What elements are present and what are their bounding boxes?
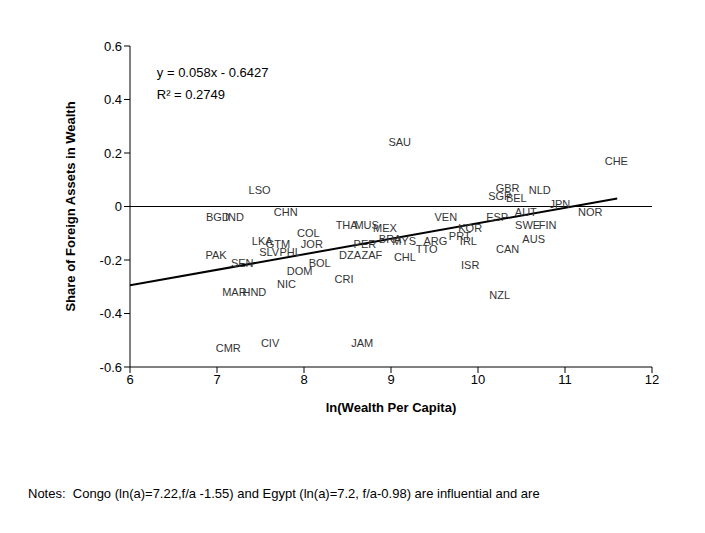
svg-text:CIV: CIV bbox=[261, 337, 280, 349]
svg-text:IRL: IRL bbox=[460, 235, 477, 247]
svg-text:SAU: SAU bbox=[388, 136, 411, 148]
svg-text:CHN: CHN bbox=[274, 206, 298, 218]
svg-text:VEN: VEN bbox=[434, 211, 457, 223]
svg-text:JPN: JPN bbox=[549, 198, 570, 210]
svg-text:PHL: PHL bbox=[279, 246, 301, 258]
svg-text:CHE: CHE bbox=[605, 155, 628, 167]
svg-text:ISR: ISR bbox=[461, 259, 479, 271]
svg-text:SEN: SEN bbox=[231, 257, 254, 269]
svg-text:PAK: PAK bbox=[206, 249, 228, 261]
svg-text:SGP: SGP bbox=[488, 189, 512, 202]
svg-text:MEX: MEX bbox=[373, 221, 397, 234]
svg-text:11: 11 bbox=[558, 372, 572, 387]
svg-text:ZAF: ZAF bbox=[361, 249, 382, 261]
svg-text:-0.6: -0.6 bbox=[100, 360, 122, 375]
svg-text:DZA: DZA bbox=[339, 249, 362, 261]
svg-text:FIN: FIN bbox=[539, 219, 557, 231]
svg-text:7: 7 bbox=[213, 372, 220, 387]
svg-text:MUS: MUS bbox=[354, 219, 379, 232]
svg-text:MAR: MAR bbox=[222, 286, 247, 299]
svg-text:ARG: ARG bbox=[423, 235, 448, 248]
svg-text:8: 8 bbox=[300, 372, 307, 387]
svg-text:LSO: LSO bbox=[249, 184, 271, 196]
svg-text:NLD: NLD bbox=[529, 184, 551, 196]
svg-text:BOL: BOL bbox=[308, 256, 331, 269]
svg-text:NOR: NOR bbox=[578, 206, 603, 218]
svg-text:BGD: BGD bbox=[205, 211, 230, 224]
svg-text:R² = 0.2749: R² = 0.2749 bbox=[157, 87, 225, 102]
svg-text:IND: IND bbox=[225, 211, 244, 223]
svg-text:GBR: GBR bbox=[495, 181, 520, 194]
svg-text:9: 9 bbox=[387, 372, 394, 387]
svg-text:NZL: NZL bbox=[489, 289, 510, 301]
svg-text:COL: COL bbox=[297, 227, 320, 240]
svg-text:BRA: BRA bbox=[378, 232, 402, 245]
svg-text:ESP: ESP bbox=[486, 211, 508, 223]
svg-text:PER: PER bbox=[353, 237, 377, 250]
svg-text:LKA: LKA bbox=[251, 235, 273, 248]
svg-text:JOR: JOR bbox=[301, 238, 323, 250]
svg-text:NIC: NIC bbox=[277, 278, 296, 290]
svg-text:6: 6 bbox=[126, 372, 133, 387]
svg-text:ln(Wealth Per Capita): ln(Wealth Per Capita) bbox=[326, 400, 457, 415]
svg-text:0: 0 bbox=[115, 199, 122, 214]
svg-text:TTO: TTO bbox=[416, 243, 438, 255]
svg-text:CMR: CMR bbox=[216, 342, 241, 354]
svg-text:0.6: 0.6 bbox=[104, 39, 122, 54]
svg-text:Share of Foreign Assets in Wea: Share of Foreign Assets in Wealth bbox=[63, 101, 78, 311]
svg-text:BEL: BEL bbox=[506, 192, 527, 204]
svg-text:KOR: KOR bbox=[458, 221, 483, 234]
svg-text:SLV: SLV bbox=[259, 246, 280, 258]
svg-text:0.2: 0.2 bbox=[104, 146, 122, 161]
svg-text:CAN: CAN bbox=[496, 243, 519, 255]
svg-text:0.4: 0.4 bbox=[104, 92, 122, 107]
svg-text:MYS: MYS bbox=[392, 235, 416, 247]
svg-text:THA: THA bbox=[335, 219, 358, 232]
svg-text:AUT: AUT bbox=[515, 206, 537, 218]
svg-text:AUS: AUS bbox=[522, 233, 545, 245]
svg-text:JAM: JAM bbox=[351, 337, 373, 349]
svg-text:SWE: SWE bbox=[515, 219, 540, 231]
svg-text:-0.4: -0.4 bbox=[100, 306, 122, 321]
svg-text:10: 10 bbox=[471, 372, 485, 387]
svg-text:GTM: GTM bbox=[266, 238, 290, 250]
svg-text:CHL: CHL bbox=[394, 251, 416, 263]
svg-text:-0.2: -0.2 bbox=[100, 253, 122, 268]
html-text:Notes: Congo (ln(a)=7.22,f/a -: Notes: Congo (ln(a)=7.22,f/a -1.55) and … bbox=[28, 486, 540, 501]
svg-text:12: 12 bbox=[645, 372, 659, 387]
svg-text:HND: HND bbox=[242, 286, 266, 298]
svg-text:y = 0.058x - 0.6427: y = 0.058x - 0.6427 bbox=[157, 65, 269, 80]
svg-text:DOM: DOM bbox=[287, 265, 313, 277]
svg-text:CRI: CRI bbox=[335, 273, 354, 285]
